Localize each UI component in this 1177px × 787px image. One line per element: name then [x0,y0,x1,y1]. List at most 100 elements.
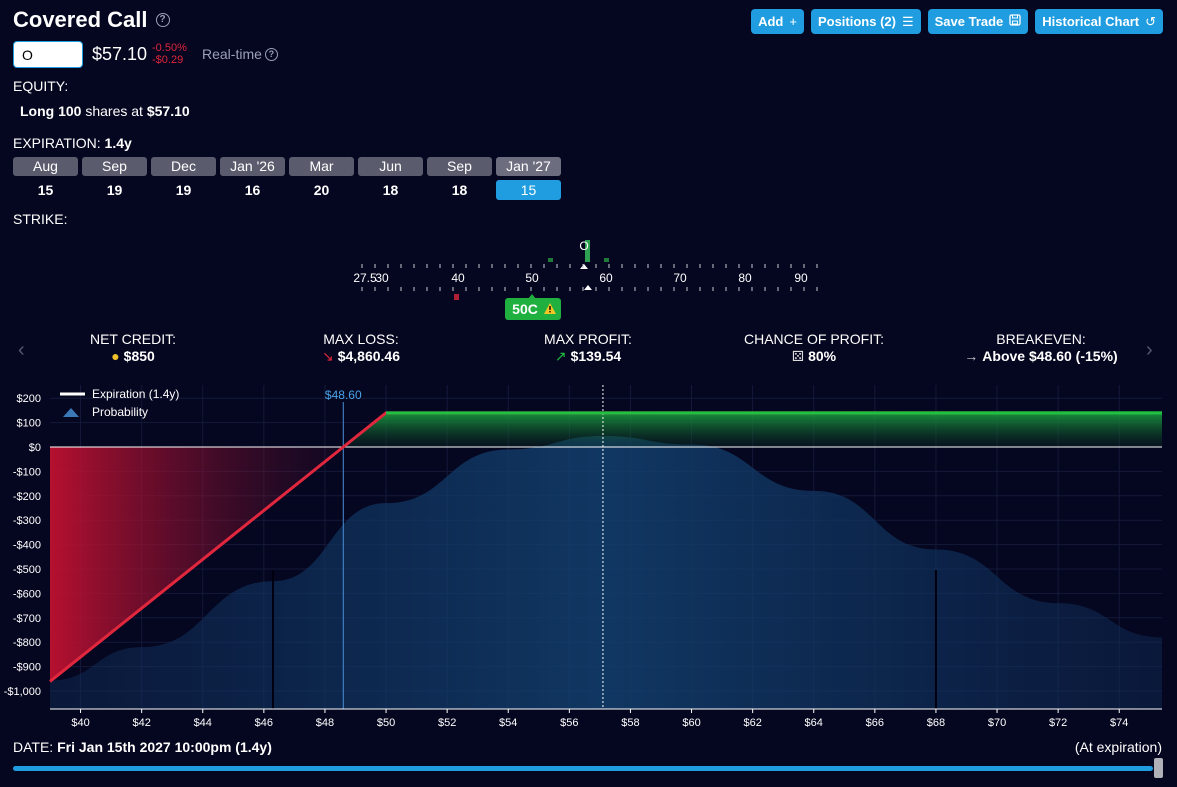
x-tick-label: $70 [988,717,1006,729]
y-tick-label: -$300 [13,515,41,527]
volume-bar [585,240,590,262]
y-tick-label: $200 [17,393,41,405]
strike-slider[interactable]: O 27.5 30 40 50 60 70 80 90 50C [340,232,840,322]
legend-probability-label: Probability [92,405,148,419]
y-tick-label: -$800 [13,637,41,649]
expiration-month[interactable]: Mar [289,157,354,176]
y-tick-label: -$400 [13,540,41,552]
x-tick-label: $40 [71,717,89,729]
date-row: DATE: Fri Jan 15th 2027 10:00pm (1.4y) [13,739,272,755]
expiration-day[interactable]: 16 [244,182,261,198]
positions-button[interactable]: Positions (2) ☰ [810,9,921,34]
equity-mid: shares at [81,103,147,119]
stat-value-row: → Above $48.60 (-15%) [931,348,1151,364]
x-tick-label: $72 [1049,717,1067,729]
realtime-indicator[interactable]: Real-time ? [202,46,278,62]
toolbar: Add + Positions (2) ☰ Save Trade Histori… [751,9,1163,34]
x-tick-label: $74 [1110,717,1128,729]
y-tick-label: $100 [17,418,41,430]
stats-next-arrow-icon[interactable]: › [1146,339,1153,361]
x-tick-label: $60 [682,717,700,729]
legend-probability-icon [63,408,79,417]
probability-area [50,436,1162,709]
expiration-value: 1.4y [104,135,132,151]
stat-value-row: ↗ $139.54 [478,348,698,365]
expiration-option[interactable]: Jun 18 [358,157,423,200]
y-tick-label: -$200 [13,491,41,503]
expiration-option[interactable]: Sep 18 [427,157,492,200]
historical-chart-button[interactable]: Historical Chart ↺ [1035,9,1163,34]
expiration-option[interactable]: Jan '26 16 [220,157,285,200]
current-price: $57.10 [92,44,148,64]
date-slider-thumb[interactable] [1154,758,1163,778]
current-price-marker-icon [584,285,592,290]
x-tick-label: $68 [927,717,945,729]
stat-label: MAX LOSS: [323,331,399,347]
add-button-label: Add [758,14,784,29]
expiration-option[interactable]: Jan '27 15 [496,157,561,200]
stats-prev-arrow-icon[interactable]: ‹ [18,339,25,361]
expiration-day[interactable]: 18 [382,182,399,198]
x-tick-label: $52 [438,717,456,729]
expiration-option[interactable]: Sep 19 [82,157,147,200]
expiration-day[interactable]: 19 [106,182,123,198]
expiration-month[interactable]: Jan '27 [496,157,561,176]
symbol-input[interactable] [13,41,83,68]
stat-label: MAX PROFIT: [544,331,632,347]
strike-tick-label: 30 [375,271,389,285]
stat-label: BREAKEVEN: [996,331,1086,347]
y-tick-label: -$600 [13,588,41,600]
stat-net-credit: NET CREDIT: ● $850 [23,331,243,364]
date-slider-track[interactable] [13,766,1153,771]
expiration-month[interactable]: Sep [427,157,492,176]
expiration-day[interactable]: 20 [313,182,330,198]
save-trade-button-label: Save Trade [934,14,1004,29]
selected-strike-label: 50C [512,301,538,317]
expiration-month[interactable]: Aug [13,157,78,176]
x-tick-label: $42 [132,717,150,729]
expiration-day[interactable]: 19 [175,182,192,198]
y-tick-label: -$1,000 [4,686,41,698]
y-tick-label: -$900 [13,662,41,674]
stat-value: $4,860.46 [337,348,401,364]
stat-max-loss: MAX LOSS: ↘ $4,860.46 [251,331,471,365]
x-tick-label: $62 [743,717,761,729]
expiration-option[interactable]: Mar 20 [289,157,354,200]
profit-loss-chart[interactable]: $48.60 $200 $100 $0 -$100 -$200 -$300 -$400 -$50… [0,380,1177,735]
legend-expiration-label: Expiration (1.4y) [92,387,179,401]
volume-bar [548,258,553,262]
selected-strike-badge[interactable] [505,298,561,320]
expiration-month[interactable]: Jun [358,157,423,176]
expiration-option[interactable]: Dec 19 [151,157,216,200]
strike-ticks [361,264,818,291]
volume-bar [604,258,609,262]
expiration-month[interactable]: Sep [82,157,147,176]
strike-tick-label: 70 [673,271,687,285]
dice-icon: ⚄ [791,348,805,364]
add-button[interactable]: Add + [751,9,804,34]
at-expiration-label: (At expiration) [1074,739,1162,755]
expiration-date-picker: Aug 15 Sep 19 Dec 19 Jan '26 16 Mar 20 Jun 18 Sep 18 J… [13,157,561,200]
stat-value-row: ● $850 [23,348,243,364]
strike-tick-label: 80 [738,271,752,285]
warning-icon [544,303,556,314]
help-icon[interactable]: ? [155,13,170,27]
date-label: DATE: [13,739,54,755]
price-change: -0.50% -$0.29 [152,42,187,66]
x-tick-label: $66 [866,717,884,729]
ticker-marker: O [579,239,588,253]
expiration-option[interactable]: Aug 15 [13,157,78,200]
y-tick-label: $0 [29,442,41,454]
expiration-month[interactable]: Jan '26 [220,157,285,176]
stat-breakeven: BREAKEVEN: → Above $48.60 (-15%) [931,331,1151,364]
expiration-label-row: EXPIRATION: 1.4y [13,135,132,151]
breakeven-label: $48.60 [325,388,362,402]
expiration-month[interactable]: Dec [151,157,216,176]
save-trade-button[interactable]: Save Trade [927,9,1029,34]
expiration-day[interactable]: 15 [496,180,561,200]
x-tick-label: $46 [255,717,273,729]
expiration-day[interactable]: 18 [451,182,468,198]
positions-button-label: Positions (2) [817,14,896,29]
expiration-day[interactable]: 15 [37,182,54,198]
x-tick-label: $54 [499,717,517,729]
